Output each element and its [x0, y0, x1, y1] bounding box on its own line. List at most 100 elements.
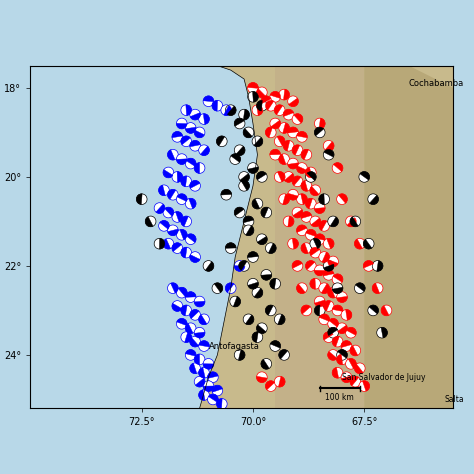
Wedge shape	[265, 100, 274, 110]
Circle shape	[247, 252, 258, 263]
Circle shape	[346, 216, 356, 227]
Circle shape	[332, 274, 343, 284]
Circle shape	[247, 82, 258, 93]
Circle shape	[305, 167, 316, 178]
Wedge shape	[205, 262, 214, 271]
Circle shape	[310, 247, 320, 258]
Wedge shape	[261, 274, 272, 280]
Circle shape	[199, 367, 210, 378]
Circle shape	[297, 131, 307, 142]
Circle shape	[337, 354, 347, 365]
Wedge shape	[212, 100, 218, 111]
Circle shape	[234, 145, 245, 155]
Circle shape	[247, 91, 258, 102]
Circle shape	[288, 190, 298, 200]
Circle shape	[190, 363, 201, 374]
Circle shape	[283, 216, 294, 227]
Circle shape	[181, 247, 191, 258]
Circle shape	[190, 336, 201, 347]
Wedge shape	[328, 328, 337, 336]
Circle shape	[159, 185, 169, 196]
Circle shape	[337, 292, 347, 302]
Circle shape	[328, 216, 338, 227]
Circle shape	[221, 190, 232, 200]
Wedge shape	[203, 386, 214, 392]
Wedge shape	[283, 123, 290, 133]
Text: Cochabamba: Cochabamba	[409, 79, 464, 88]
Circle shape	[181, 136, 191, 146]
Wedge shape	[265, 381, 274, 390]
Circle shape	[194, 163, 205, 173]
Wedge shape	[137, 194, 142, 204]
Circle shape	[239, 261, 249, 271]
Wedge shape	[288, 216, 294, 227]
Wedge shape	[261, 207, 268, 218]
Circle shape	[243, 314, 254, 325]
Wedge shape	[172, 243, 182, 252]
Circle shape	[256, 100, 267, 111]
Wedge shape	[190, 255, 200, 263]
Circle shape	[274, 136, 285, 146]
Wedge shape	[323, 270, 334, 276]
Wedge shape	[288, 127, 298, 133]
Wedge shape	[334, 163, 343, 172]
Wedge shape	[185, 332, 191, 343]
Wedge shape	[283, 109, 293, 117]
Wedge shape	[190, 113, 201, 120]
Circle shape	[288, 238, 298, 249]
Circle shape	[261, 358, 272, 369]
Circle shape	[181, 216, 191, 227]
Wedge shape	[364, 239, 372, 249]
Wedge shape	[163, 239, 171, 249]
Wedge shape	[337, 354, 343, 365]
Wedge shape	[186, 234, 196, 243]
Wedge shape	[160, 220, 169, 229]
Wedge shape	[329, 319, 338, 327]
Circle shape	[212, 283, 223, 293]
Wedge shape	[283, 194, 290, 204]
Wedge shape	[214, 283, 223, 292]
Circle shape	[261, 207, 272, 218]
Wedge shape	[288, 163, 298, 169]
Circle shape	[319, 194, 329, 204]
Wedge shape	[297, 166, 307, 173]
Wedge shape	[313, 238, 320, 248]
Circle shape	[372, 261, 383, 271]
Wedge shape	[314, 305, 320, 316]
Circle shape	[230, 296, 240, 307]
Circle shape	[341, 341, 352, 351]
Wedge shape	[325, 142, 334, 151]
Circle shape	[328, 256, 338, 267]
Wedge shape	[268, 243, 276, 254]
Wedge shape	[203, 96, 214, 102]
Wedge shape	[194, 130, 204, 138]
Wedge shape	[181, 247, 187, 258]
Wedge shape	[176, 159, 187, 164]
Wedge shape	[270, 341, 281, 348]
Wedge shape	[270, 278, 276, 289]
Circle shape	[270, 118, 281, 129]
Circle shape	[350, 345, 361, 356]
Wedge shape	[355, 239, 363, 249]
Wedge shape	[180, 229, 187, 240]
Wedge shape	[234, 118, 244, 126]
Wedge shape	[199, 390, 205, 401]
Wedge shape	[278, 172, 285, 182]
Circle shape	[163, 238, 174, 249]
Wedge shape	[332, 336, 339, 346]
Wedge shape	[177, 319, 187, 326]
Circle shape	[283, 140, 294, 151]
Circle shape	[230, 154, 240, 164]
Wedge shape	[208, 372, 218, 378]
Circle shape	[163, 207, 174, 218]
Wedge shape	[159, 185, 165, 196]
Circle shape	[167, 149, 178, 160]
Wedge shape	[305, 167, 312, 178]
Wedge shape	[186, 105, 191, 116]
Circle shape	[323, 238, 334, 249]
Wedge shape	[338, 194, 347, 203]
Circle shape	[292, 176, 303, 187]
Circle shape	[167, 190, 178, 200]
Circle shape	[256, 234, 267, 245]
Circle shape	[234, 118, 245, 129]
